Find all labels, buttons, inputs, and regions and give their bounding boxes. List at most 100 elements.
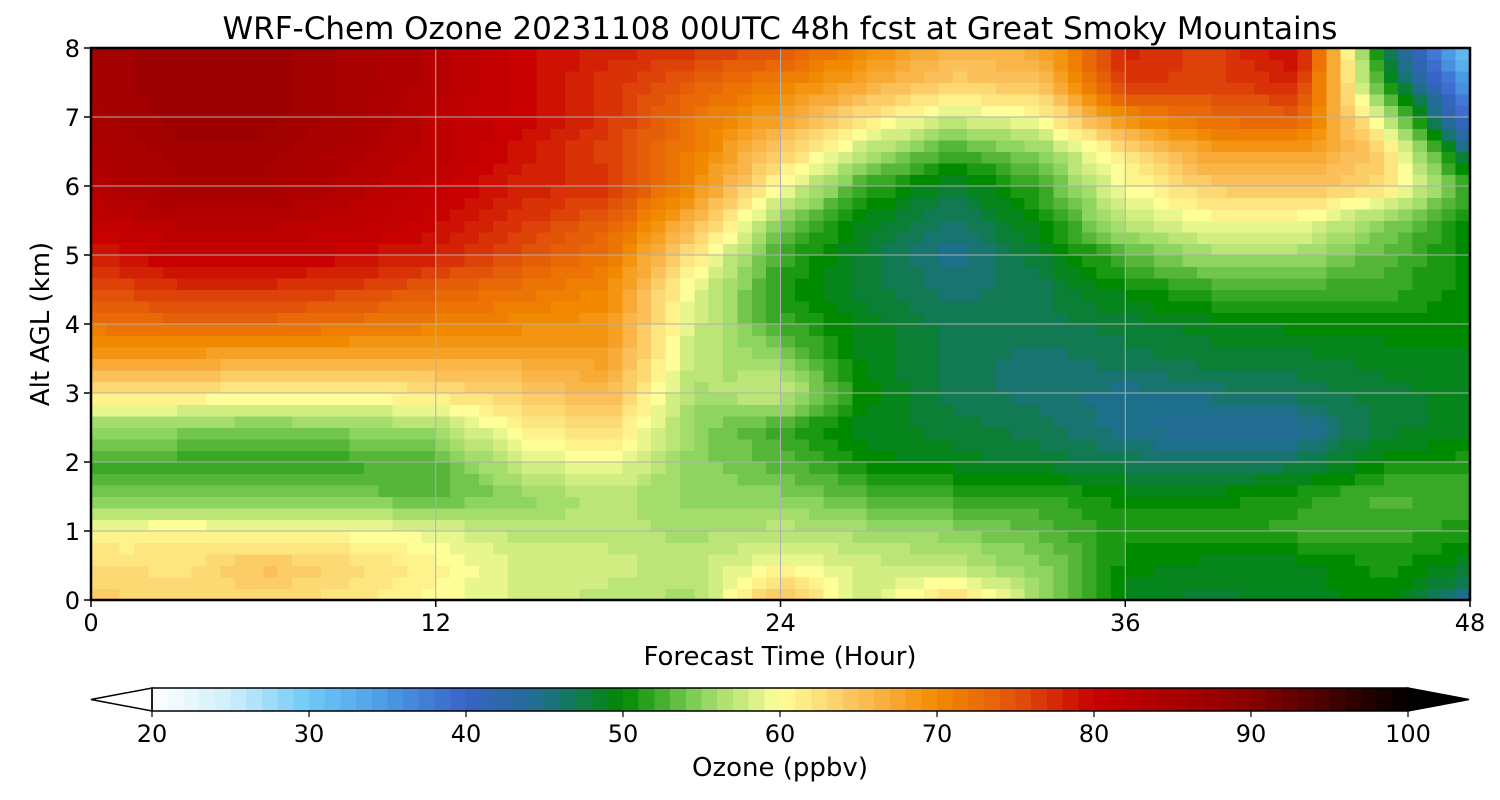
heatmap-cell (1426, 519, 1442, 532)
heatmap-cell (780, 197, 796, 210)
heatmap-cell (1240, 531, 1256, 544)
heatmap-cell (91, 427, 106, 440)
heatmap-cell (737, 393, 753, 406)
heatmap-cell (1369, 94, 1385, 107)
heatmap-cell (464, 404, 480, 417)
heatmap-cell (780, 450, 796, 463)
heatmap-cell (378, 94, 394, 107)
heatmap-cell (1297, 381, 1313, 394)
heatmap-cell (1311, 278, 1327, 291)
heatmap-cell (1412, 174, 1428, 187)
heatmap-cell (967, 301, 983, 314)
heatmap-cell (105, 358, 121, 371)
heatmap-cell (723, 358, 738, 371)
heatmap-cell (924, 128, 940, 141)
heatmap-cell (220, 404, 236, 417)
heatmap-cell (162, 588, 178, 601)
heatmap-cell (679, 289, 695, 302)
heatmap-cell (1340, 508, 1356, 521)
heatmap-cell (909, 94, 925, 107)
heatmap-cell (507, 519, 523, 532)
heatmap-cell (91, 71, 106, 84)
heatmap-cell (435, 278, 451, 291)
heatmap-cell (435, 554, 451, 567)
heatmap-cell (162, 439, 178, 452)
heatmap-cell (1153, 82, 1169, 95)
heatmap-cell (205, 105, 221, 118)
heatmap-cell (1340, 71, 1356, 84)
heatmap-cell (1053, 312, 1069, 325)
heatmap-cell (679, 71, 695, 84)
heatmap-cell (349, 128, 365, 141)
heatmap-cell (1182, 209, 1198, 222)
heatmap-cell (407, 439, 422, 452)
heatmap-cell (1082, 416, 1098, 429)
heatmap-cell (306, 324, 322, 337)
heatmap-cell (780, 439, 796, 452)
heatmap-cell (1211, 232, 1227, 245)
heatmap-cell (924, 519, 940, 532)
heatmap-cell (1153, 381, 1169, 394)
heatmap-cell (119, 393, 135, 406)
heatmap-cell (809, 531, 825, 544)
heatmap-cell (450, 519, 466, 532)
heatmap-cell (320, 94, 336, 107)
heatmap-cell (1254, 485, 1270, 498)
heatmap-cell (363, 197, 379, 210)
heatmap-cell (1412, 462, 1428, 475)
heatmap-cell (952, 174, 968, 187)
heatmap-cell (435, 335, 451, 348)
heatmap-cell (1426, 554, 1442, 567)
heatmap-cell (1340, 312, 1356, 325)
heatmap-cell (751, 404, 767, 417)
heatmap-cell (119, 358, 135, 371)
heatmap-cell (881, 163, 897, 176)
heatmap-cell (608, 588, 624, 601)
heatmap-cell (464, 554, 480, 567)
heatmap-cell (1283, 243, 1299, 256)
heatmap-cell (679, 128, 695, 141)
heatmap-cell (306, 542, 322, 555)
y-tick-label: 5 (65, 242, 80, 270)
heatmap-cell (148, 174, 164, 187)
heatmap-cell (723, 289, 738, 302)
heatmap-cell (421, 128, 437, 141)
heatmap-cell (565, 427, 580, 440)
heatmap-cell (1182, 508, 1198, 521)
heatmap-cell (378, 151, 394, 164)
heatmap-cell (679, 266, 695, 279)
heatmap-cell (723, 197, 738, 210)
heatmap-cell (550, 542, 566, 555)
heatmap-cell (91, 554, 106, 567)
heatmap-cells (91, 48, 1471, 601)
heatmap-cell (521, 588, 537, 601)
heatmap-cell (579, 232, 595, 245)
heatmap-cell (579, 151, 595, 164)
heatmap-cell (263, 209, 279, 222)
heatmap-cell (1268, 462, 1284, 475)
heatmap-cell (1110, 531, 1126, 544)
heatmap-cell (1283, 565, 1299, 578)
heatmap-cell (1010, 554, 1026, 567)
heatmap-cell (1268, 324, 1284, 337)
heatmap-cell (593, 71, 609, 84)
heatmap-cell (320, 588, 336, 601)
heatmap-cell (1426, 186, 1442, 199)
heatmap-cell (521, 128, 537, 141)
heatmap-cell (1426, 508, 1442, 521)
heatmap-cell (148, 48, 164, 61)
heatmap-cell (162, 82, 178, 95)
heatmap-cell (924, 117, 940, 130)
heatmap-cell (1268, 186, 1284, 199)
heatmap-cell (191, 232, 207, 245)
colorbar-swatch (701, 688, 718, 711)
heatmap-cell (1441, 59, 1457, 72)
heatmap-cell (1211, 266, 1227, 279)
heatmap-cell (507, 381, 523, 394)
heatmap-cell (249, 335, 264, 348)
heatmap-cell (1139, 508, 1155, 521)
heatmap-cell (407, 82, 422, 95)
heatmap-cell (205, 128, 221, 141)
heatmap-cell (1197, 220, 1213, 233)
heatmap-cell (1082, 220, 1098, 233)
